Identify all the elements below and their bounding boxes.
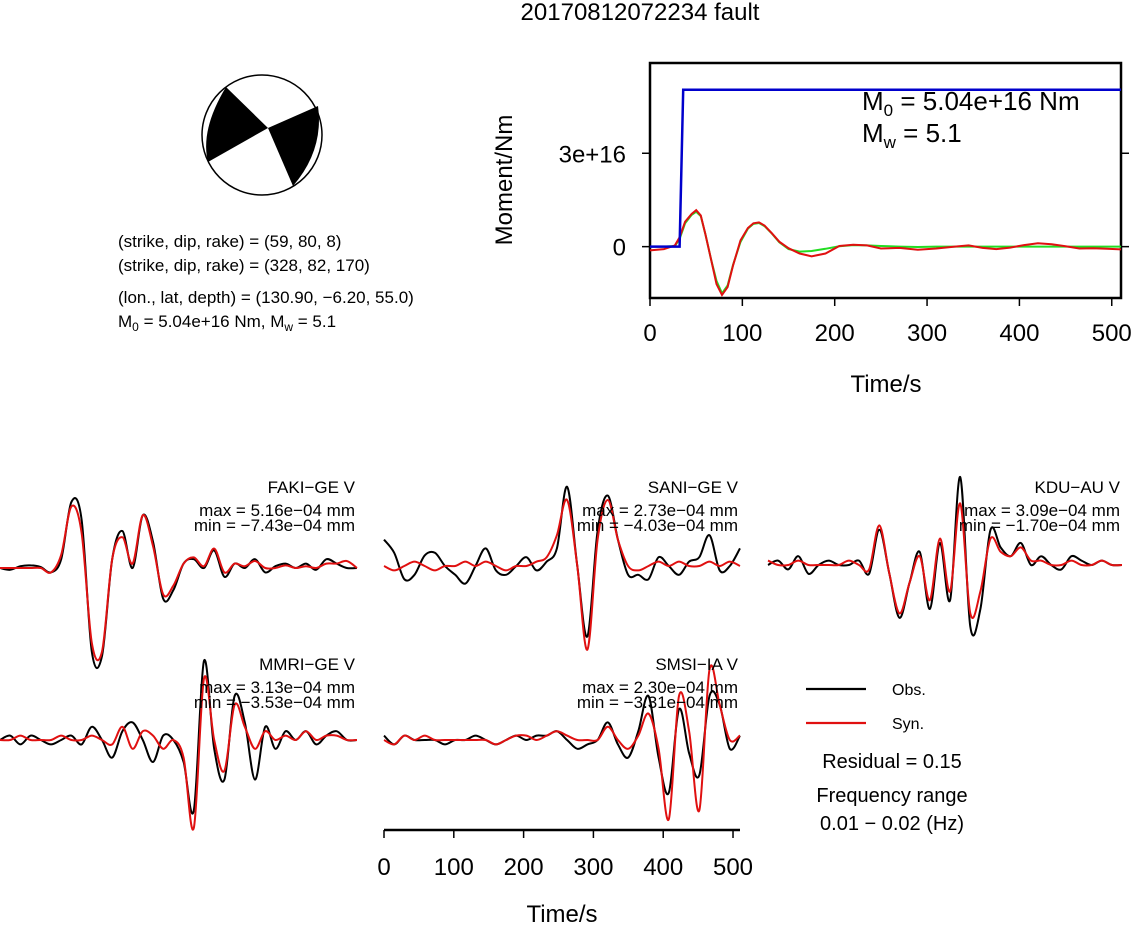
chart-title: 20170812072234 fault [521,0,760,26]
waveform-xtick-label: 500 [713,854,753,881]
mechanism-line-2: (strike, dip, rake) = (328, 82, 170) [118,256,370,275]
station-name: SANI−GE V [648,478,739,497]
station-min: min = −7.43e−04 mm [194,516,355,535]
mechanism-line-3: (lon., lat, depth) = (130.90, −6.20, 55.… [118,288,414,307]
station-max: max = 2.73e−04 mm [582,501,738,520]
synthetic-waveform [767,502,1123,619]
moment-axes: 0 100 200 300 400 500 0 3e+16 [559,141,1132,347]
station-max: max = 3.09e−04 mm [964,501,1120,520]
moment-xtick-label: 500 [1092,320,1132,347]
moment-xtick-label: 300 [907,320,947,347]
observed-waveform [383,690,741,796]
station-name: MMRI−GE V [259,655,356,674]
legend-obs-label: Obs. [892,682,926,699]
cumulative-moment-line [650,88,1121,248]
station-min: min = −4.03e−04 mm [577,516,738,535]
synthetic-waveform [0,675,358,831]
legend: Obs. Syn. [806,682,926,733]
moment-lines [649,88,1122,297]
station-min: min = −1.70e−04 mm [959,516,1120,535]
observed-waveform [767,475,1123,637]
waveform-axis: 0 100 200 300 400 500 [377,828,753,881]
frequency-value: 0.01 − 0.02 (Hz) [820,813,964,835]
waveform-xtick-label: 100 [434,854,474,881]
synthetic-waveform [383,498,741,651]
moment-xtick-label: 400 [999,320,1039,347]
station-min: min = −3.31e−04 mm [577,693,738,712]
moment-xtick-label: 0 [643,320,656,347]
station-max: max = 2.30e−04 mm [582,678,738,697]
synthetic-waveform [383,664,741,821]
moment-xlabel: Time/s [850,371,921,398]
moment-xtick-label: 100 [722,320,762,347]
mechanism-m0-mw: M0 = 5.04e+16 Nm, Mw = 5.1 [118,312,336,334]
waveform-xtick-label: 400 [643,854,683,881]
waveform-xtick-label: 200 [504,854,544,881]
station-min: min = −3.53e−04 mm [194,693,355,712]
moment-ytick-label: 0 [613,235,626,262]
station-max: max = 3.13e−04 mm [199,678,355,697]
mechanism-line-1: (strike, dip, rake) = (59, 80, 8) [118,232,341,251]
waveform-xtick-label: 0 [377,854,390,881]
station-name: SMSI−IA V [655,655,738,674]
moment-mw-annotation: Mw = 5.1 [862,118,962,152]
legend-syn-label: Syn. [892,716,924,733]
station-max: max = 5.16e−04 mm [199,501,355,520]
station-name: FAKI−GE V [268,478,356,497]
moment-plot-frame [648,61,1123,300]
frequency-label: Frequency range [816,785,967,807]
synthetic-waveform [0,504,358,662]
moment-ylabel: Moment/Nm [491,115,518,246]
beachball-icon [201,74,323,196]
waveform-xlabel: Time/s [526,901,597,927]
moment-ytick-label: 3e+16 [559,141,626,168]
stf-synthetic-line [650,210,1121,296]
waveform-xtick-label: 300 [573,854,613,881]
stf-observed-line [649,208,1122,297]
residual-text: Residual = 0.15 [822,751,962,773]
moment-m0-annotation: M0 = 5.04e+16 Nm [862,86,1080,120]
station-name: KDU−AU V [1035,478,1121,497]
moment-xtick-label: 200 [815,320,855,347]
